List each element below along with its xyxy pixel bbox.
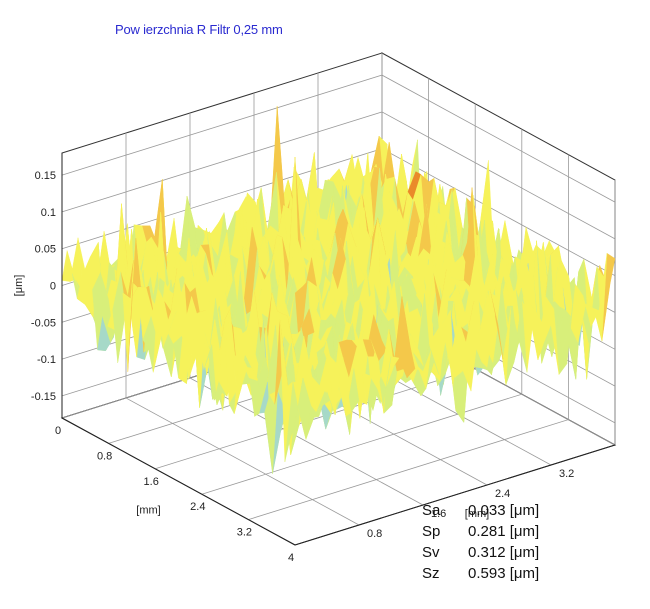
z-tick-label: 0.15 (35, 170, 56, 182)
stat-name: Sp (422, 523, 441, 540)
y-tick-label: 0.8 (367, 528, 382, 540)
stat-row-sv: Sv 0.312 [μm] (422, 542, 539, 563)
y-tick-label: 1.6 (431, 508, 446, 520)
frame-edge (294, 444, 616, 546)
z-tick-label: -0.15 (31, 391, 56, 403)
z-axis-label: [μm] (13, 275, 25, 297)
z-tick-label: 0.05 (35, 244, 56, 256)
y-tick-label: 2.4 (495, 488, 510, 500)
x-tick-label: 3.2 (237, 527, 252, 539)
stat-value: 0.281 [μm] (468, 523, 540, 540)
stat-name: Sz (422, 565, 440, 582)
chart-title: Pow ierzchnia R Filtr 0,25 mm (115, 22, 283, 37)
stat-name: Sv (422, 544, 440, 561)
stat-name: Sa (422, 502, 441, 519)
stat-value: 0.312 [μm] (468, 544, 540, 561)
y-tick-label: 3.2 (559, 468, 574, 480)
stat-value: 0.593 [μm] (468, 565, 540, 582)
stat-value: 0.033 [μm] (468, 502, 540, 519)
y-axis-label: [mm] (465, 508, 489, 520)
stat-row-sp: Sp 0.281 [μm] (422, 521, 539, 542)
x-tick-label: 0 (55, 425, 61, 437)
axes-frame (61, 153, 616, 546)
surface-mesh (61, 106, 616, 474)
x-axis-label: [mm] (136, 505, 160, 517)
x-tick-label: 4 (288, 552, 294, 564)
frame-edge (61, 417, 296, 546)
z-tick-label: -0.1 (37, 354, 56, 366)
surface-cell (289, 378, 304, 440)
stat-row-sa: Sa 0.033 [μm] (422, 500, 539, 521)
stat-row-sz: Sz 0.593 [μm] (422, 563, 539, 584)
y-grid-line (125, 397, 360, 526)
z-tick-label: -0.05 (31, 317, 56, 329)
roughness-stats: Sa 0.033 [μm] Sp 0.281 [μm] Sv 0.312 [μm… (422, 500, 539, 584)
x-tick-label: 1.6 (144, 476, 159, 488)
x-tick-label: 2.4 (190, 501, 205, 513)
z-tick-label: 0 (50, 281, 56, 293)
x-tick-label: 0.8 (97, 450, 112, 462)
axis-labels: 0.15 0.1 0.05 0 -0.05 -0.1 -0.15 0 0.8 1.6 2.4 3.2 4… (13, 170, 574, 564)
z-tick-label: 0.1 (41, 207, 56, 219)
